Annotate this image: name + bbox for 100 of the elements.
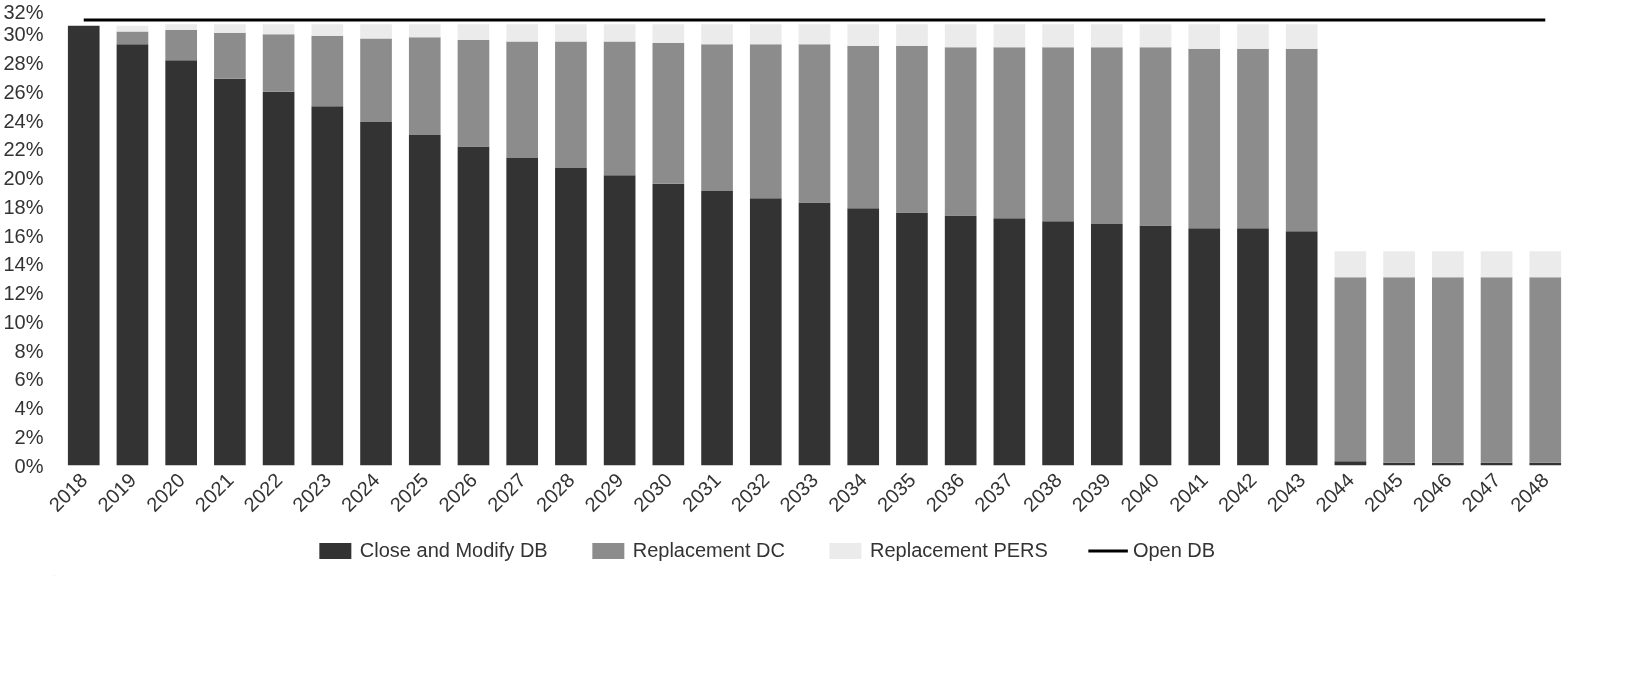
bar: [457, 146, 490, 466]
bar: [847, 24, 880, 46]
bar: [603, 24, 636, 42]
y-tick-label: 2%: [14, 425, 44, 448]
bar: [555, 41, 587, 168]
bar: [1042, 47, 1074, 222]
bar: [262, 91, 295, 466]
bar: [360, 38, 392, 122]
y-tick-label: 14%: [3, 253, 44, 276]
bar: [1139, 225, 1172, 466]
bar: [652, 42, 685, 184]
bar: [603, 175, 636, 466]
bar: [360, 121, 392, 466]
y-tick-label: 12%: [3, 282, 44, 304]
y-tick-label: 22%: [3, 138, 44, 161]
bar: [408, 37, 441, 135]
bar: [1139, 47, 1172, 226]
y-tick-label: 30%: [3, 23, 44, 46]
bar: [896, 24, 928, 46]
legend-label: Open DB: [1132, 538, 1216, 562]
bar: [944, 47, 977, 216]
bar: [311, 106, 344, 466]
bar: [311, 24, 344, 36]
bar: [1480, 251, 1513, 278]
bar: [506, 157, 539, 466]
bar: [165, 29, 197, 61]
bar: [1139, 24, 1172, 48]
bar: [1285, 231, 1318, 466]
bar: [1480, 277, 1513, 463]
bar: [1285, 24, 1318, 49]
bar: [896, 45, 928, 213]
bar: [214, 32, 246, 79]
y-tick-label: 6%: [14, 368, 44, 391]
y-tick-label: 18%: [3, 195, 44, 218]
bar: [847, 208, 880, 466]
bar: [214, 78, 246, 466]
y-tick-label: 24%: [3, 109, 44, 132]
bar: [993, 24, 1026, 48]
y-tick-label: 0%: [14, 454, 44, 477]
bar: [555, 24, 587, 42]
bar: [1188, 48, 1221, 229]
bar: [993, 47, 1026, 219]
legend-label: Replacement PERS: [870, 538, 1048, 562]
bar: [1237, 24, 1269, 49]
bar: [311, 35, 344, 107]
bar: [944, 24, 977, 48]
bar: [1432, 251, 1464, 278]
bar: [1529, 277, 1562, 463]
bar: [896, 212, 928, 466]
y-tick-label: 32%: [3, 0, 44, 23]
y-tick-label: 20%: [3, 167, 44, 189]
bar: [1383, 277, 1415, 463]
legend-label: Close and Modify DB: [359, 538, 548, 562]
bar: [1529, 251, 1562, 278]
y-tick-label: 8%: [14, 339, 44, 362]
bar: [1237, 228, 1269, 466]
bar: [506, 24, 539, 42]
bar: [701, 24, 733, 45]
bar: [408, 24, 441, 38]
bar: [67, 25, 100, 466]
bar: [262, 24, 295, 35]
bar: [408, 134, 441, 466]
bar: [1090, 47, 1123, 224]
bar: [555, 167, 587, 466]
bar: [1090, 224, 1123, 466]
bar: [165, 60, 197, 466]
bar: [1090, 24, 1123, 48]
y-tick-label: 28%: [3, 52, 44, 74]
bar: [749, 44, 782, 199]
y-tick-label: 4%: [14, 397, 44, 419]
y-tick-label: 16%: [3, 224, 44, 247]
bar: [116, 31, 149, 45]
bar: [798, 44, 831, 203]
bar: [1042, 221, 1074, 466]
y-tick-label: 26%: [3, 80, 44, 103]
y-tick-label: 10%: [3, 310, 44, 333]
bar: [652, 183, 685, 466]
bar: [749, 198, 782, 466]
bar: [1334, 251, 1367, 278]
bar: [798, 24, 831, 45]
bar: [457, 24, 490, 40]
bar: [1383, 251, 1415, 278]
bar: [262, 34, 295, 92]
bar: [506, 41, 539, 158]
bar: [1432, 277, 1464, 463]
bar: [116, 44, 149, 466]
bar: [214, 24, 246, 33]
bar: [1237, 48, 1269, 229]
bar: [652, 24, 685, 43]
bar: [798, 202, 831, 466]
bar: [165, 24, 197, 30]
bar: [1334, 461, 1367, 466]
bar: [701, 44, 733, 191]
bar: [457, 40, 490, 147]
bar: [1285, 48, 1318, 232]
bar: [944, 215, 977, 466]
bar: [1188, 228, 1221, 466]
legend-label: Replacement DC: [632, 538, 785, 562]
bar: [749, 24, 782, 45]
bar: [603, 41, 636, 176]
